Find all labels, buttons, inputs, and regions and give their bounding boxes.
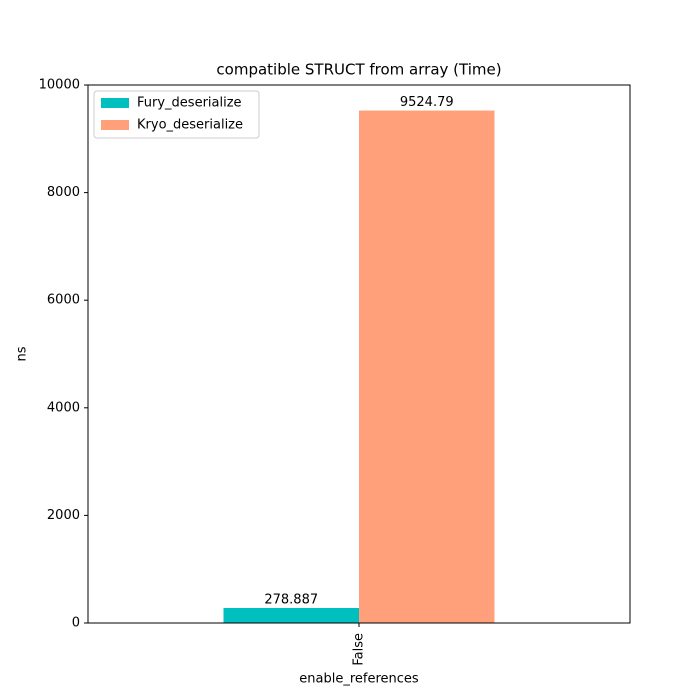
y-tick-label: 6000 [47, 293, 80, 308]
data-label: 9524.79 [400, 95, 454, 110]
y-tick-label: 4000 [47, 400, 80, 415]
y-tick-label: 0 [72, 616, 80, 631]
legend-swatch [101, 120, 129, 130]
x-axis-label: enable_references [299, 672, 419, 687]
legend-box [93, 90, 260, 139]
legend-label: Kryo_deserialize [137, 118, 243, 133]
y-tick-label: 2000 [47, 508, 80, 523]
y-tick-label: 10000 [39, 78, 80, 93]
y-axis-label: ns [15, 346, 30, 361]
data-label: 278.887 [264, 592, 318, 607]
x-tick-label: False [352, 633, 367, 666]
plot-frame [87, 84, 631, 624]
y-tick-label: 8000 [47, 185, 80, 200]
bar [359, 110, 495, 624]
chart-title: compatible STRUCT from array (Time) [216, 61, 501, 79]
bar [223, 607, 359, 623]
legend-swatch [101, 98, 129, 108]
legend-label: Fury_deserialize [137, 96, 242, 111]
